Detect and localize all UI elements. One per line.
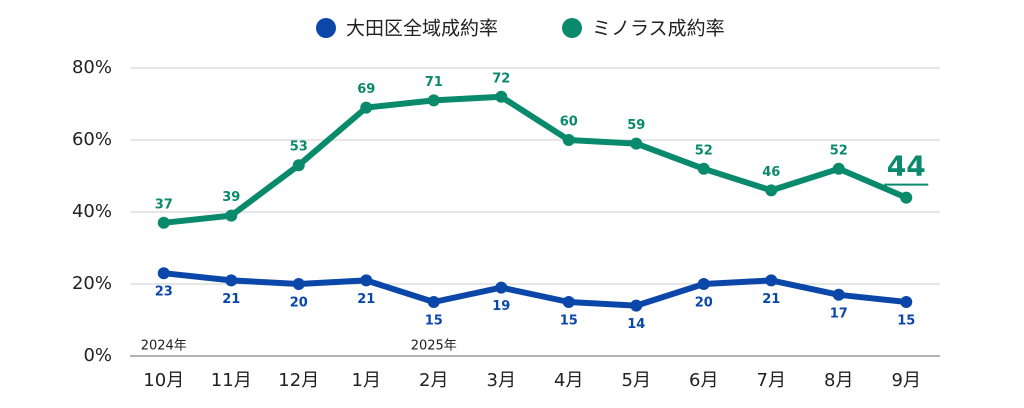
data-label: 72: [492, 71, 510, 86]
point: [292, 159, 305, 172]
data-label: 37: [155, 197, 173, 212]
x-tick-label: 4月: [554, 370, 583, 391]
point: [292, 278, 305, 290]
series-line: [163, 270, 907, 309]
point: [225, 209, 238, 222]
data-label: 21: [222, 292, 240, 307]
data-label: 44: [887, 150, 926, 183]
data-label: 46: [762, 165, 780, 180]
x-tick-label: 9月: [892, 370, 921, 391]
data-label: 15: [560, 314, 578, 329]
x-tick-label: 6月: [689, 370, 718, 391]
data-label: 52: [830, 143, 848, 158]
y-tick-label: 40%: [72, 201, 112, 222]
point: [157, 267, 170, 280]
legend-label: ミノラス成約率: [592, 18, 725, 40]
x-tick-label: 5月: [622, 370, 651, 391]
point: [697, 162, 710, 175]
x-tick-label: 3月: [487, 370, 516, 391]
data-label: 39: [222, 190, 240, 205]
legend-marker: [562, 18, 582, 38]
point: [427, 94, 440, 107]
data-label: 21: [357, 292, 375, 307]
point: [832, 162, 845, 175]
data-label: 19: [492, 299, 510, 314]
point: [697, 278, 710, 290]
data-label: 17: [830, 306, 848, 321]
point: [630, 137, 643, 150]
point: [562, 134, 575, 146]
y-tick-label: 80%: [72, 57, 112, 78]
data-label: 15: [897, 314, 915, 329]
point: [427, 296, 440, 308]
data-label: 52: [695, 143, 713, 158]
legend-marker: [316, 18, 336, 38]
point: [765, 274, 778, 287]
data-label: 20: [695, 296, 713, 311]
point: [495, 90, 508, 103]
point: [225, 274, 238, 287]
x-tick-label: 1月: [352, 370, 381, 391]
point: [495, 281, 508, 294]
point: [765, 184, 778, 197]
x-tick-label: 7月: [757, 370, 786, 391]
y-tick-label: 20%: [72, 273, 112, 294]
x-tick-label: 8月: [824, 370, 853, 391]
series-line: [163, 93, 908, 226]
point: [630, 299, 643, 312]
y-tick-label: 60%: [72, 129, 112, 150]
data-label: 60: [560, 115, 578, 130]
point: [562, 296, 575, 308]
data-label: 59: [627, 118, 645, 133]
point: [360, 274, 373, 287]
point: [360, 101, 373, 114]
point: [900, 191, 913, 204]
point: [832, 288, 845, 301]
year-label: 2025年: [411, 339, 457, 354]
x-tick-label: 10月: [143, 370, 184, 391]
point: [157, 216, 170, 229]
data-label: 20: [290, 296, 308, 311]
legend-label: 大田区全域成約率: [346, 18, 498, 40]
data-label: 53: [290, 140, 308, 155]
point: [900, 296, 913, 308]
data-label: 14: [627, 317, 645, 332]
data-label: 71: [425, 75, 443, 90]
data-label: 69: [357, 82, 375, 97]
x-tick-label: 12月: [278, 370, 319, 391]
x-tick-label: 11月: [211, 370, 252, 391]
data-label: 21: [762, 292, 780, 307]
x-tick-label: 2月: [419, 370, 448, 391]
y-tick-label: 0%: [83, 345, 112, 366]
year-label: 2024年: [141, 339, 187, 354]
data-label: 23: [155, 285, 173, 300]
data-label: 15: [425, 314, 443, 329]
